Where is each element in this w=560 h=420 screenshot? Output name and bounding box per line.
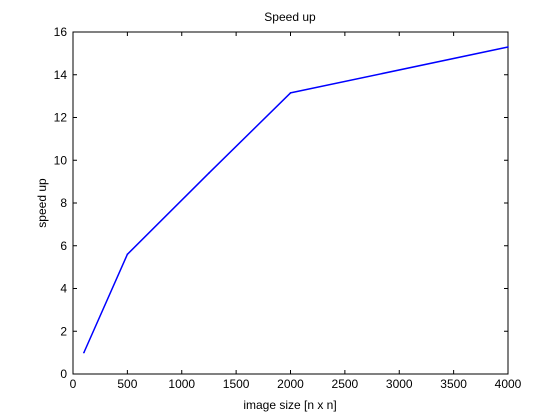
- axes: 0 500 1000 1500 2000 2500 3000 3500 4000 0 2 4 6 8 10 1…: [54, 25, 522, 391]
- y-tick-label: 12: [54, 111, 68, 125]
- x-axis-title: image size [n x n]: [243, 398, 336, 412]
- x-tick-label: 500: [117, 377, 137, 391]
- y-tick-label: 4: [60, 282, 67, 296]
- x-tick-label: 3500: [440, 377, 467, 391]
- data-point: [83, 351, 85, 354]
- x-tick-label: 1000: [168, 377, 195, 391]
- x-tick-label: 2000: [277, 377, 304, 391]
- data-point: [507, 46, 509, 48]
- y-tick-label: 0: [60, 367, 67, 381]
- x-tick-label: 1500: [223, 377, 250, 391]
- y-tick-label: 6: [60, 239, 67, 253]
- y-tick-label: 8: [60, 196, 67, 210]
- chart-title: Speed up: [264, 10, 316, 24]
- y-tick-label: 10: [54, 153, 68, 167]
- y-tick-label: 14: [54, 68, 68, 82]
- x-tick-label: 0: [70, 377, 77, 391]
- y-axis-title: speed up: [35, 178, 49, 228]
- x-tick-label: 3000: [386, 377, 413, 391]
- data-point: [289, 92, 292, 94]
- data-point: [126, 253, 129, 256]
- data-point: [208, 172, 210, 174]
- x-tick-label: 2500: [332, 377, 359, 391]
- y-tick-label: 2: [60, 324, 67, 338]
- x-tick-label: 4000: [495, 377, 522, 391]
- plot-area-frame: [72, 31, 509, 375]
- series-group: [83, 46, 509, 354]
- y-tick-label: 16: [54, 25, 68, 39]
